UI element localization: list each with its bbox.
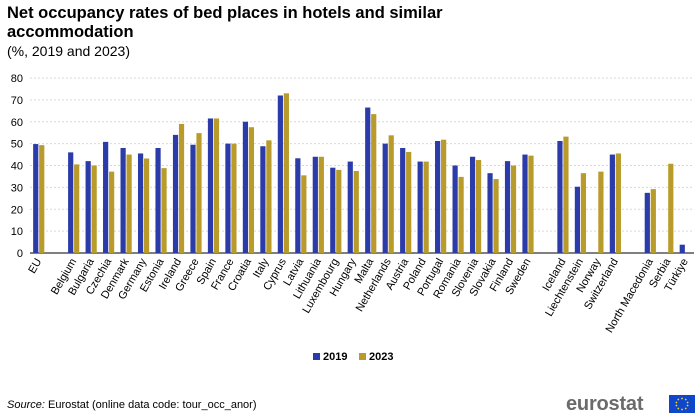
x-tick-label: EU — [26, 256, 44, 275]
bar-2019-sweden — [522, 154, 528, 253]
bar-2019-portugal — [435, 141, 441, 253]
bar-2023-spain — [213, 118, 220, 253]
y-tick-label: 50 — [11, 139, 23, 151]
bar-2023-finland — [510, 165, 517, 253]
bar-2019-france — [225, 143, 231, 253]
legend-swatch-2023 — [359, 353, 366, 360]
bar-2019-netherlands — [382, 143, 388, 253]
bar-2019-luxembourg — [330, 167, 336, 253]
bar-2023-netherlands — [388, 135, 394, 253]
bar-2023-denmark — [126, 154, 132, 253]
bar-2023-czechia — [109, 171, 115, 253]
bar-2023-poland — [423, 161, 429, 253]
bar-2019-estonia — [155, 148, 161, 253]
bar-2023-malta — [371, 114, 377, 253]
bar-2019-liechtenstein — [574, 186, 581, 253]
legend-label-2023: 2023 — [369, 351, 393, 363]
bar-2023-romania — [458, 176, 464, 253]
legend-swatch-2019 — [313, 353, 320, 360]
eu-flag-icon — [669, 395, 695, 413]
legend-label-2019: 2019 — [323, 351, 347, 363]
bar-2023-sweden — [528, 155, 534, 253]
bar-2023-lithuania — [318, 156, 324, 253]
bar-2019-greece — [190, 144, 196, 253]
bar-2019-t-rkiye — [679, 244, 685, 253]
bar-2023-greece — [196, 133, 202, 253]
chart-title: Net occupancy rates of bed places in hot… — [7, 4, 443, 41]
bar-2019-croatia — [242, 121, 249, 253]
bar-2023-cyprus — [283, 93, 289, 253]
bar-2023-eu — [39, 145, 45, 253]
bar-2019-germany — [137, 153, 144, 253]
bar-2019-romania — [452, 165, 458, 253]
bar-2019-italy — [260, 146, 266, 253]
bar-2019-latvia — [295, 158, 301, 253]
y-tick-label: 10 — [11, 226, 23, 238]
bar-2019-slovenia — [469, 156, 476, 253]
bar-2019-lithuania — [312, 156, 318, 253]
bar-2023-slovenia — [475, 160, 482, 253]
chart-subtitle: (%, 2019 and 2023) — [7, 43, 130, 59]
bar-2019-malta — [365, 107, 371, 253]
source-note: Source: Eurostat (online data code: tour… — [7, 399, 257, 411]
bar-2023-germany — [143, 158, 150, 253]
bar-2019-ireland — [172, 134, 179, 253]
bar-2019-iceland — [557, 141, 563, 253]
bar-2019-spain — [207, 118, 214, 253]
source-text: Eurostat (online data code: tour_occ_ano… — [47, 399, 257, 411]
y-tick-label: 60 — [11, 117, 23, 129]
bar-2019-eu — [33, 144, 39, 253]
bar-2019-czechia — [103, 141, 109, 253]
bar-2019-switzerland — [609, 154, 615, 253]
bar-2019-belgium — [68, 152, 74, 253]
bar-2023-ireland — [178, 123, 185, 253]
bar-2023-croatia — [248, 127, 255, 253]
bar-2023-latvia — [301, 175, 307, 253]
bar-2023-belgium — [74, 164, 80, 253]
bar-2023-france — [231, 143, 237, 253]
bar-2023-hungary — [353, 170, 359, 253]
bar-2019-hungary — [347, 161, 353, 253]
bar-2019-bulgaria — [85, 161, 91, 253]
bar-2023-portugal — [441, 139, 447, 253]
bar-2023-bulgaria — [91, 165, 97, 253]
bar-2019-cyprus — [277, 95, 283, 253]
eurostat-logo: eurostat — [566, 393, 696, 415]
bar-2023-norway — [598, 171, 604, 253]
bar-2023-estonia — [161, 168, 167, 253]
bar-2019-finland — [504, 161, 511, 253]
bar-2019-austria — [400, 148, 406, 253]
bar-2023-switzerland — [615, 153, 621, 253]
y-tick-label: 0 — [17, 248, 23, 260]
bar-2019-poland — [417, 161, 423, 253]
bar-2023-italy — [266, 140, 272, 253]
bar-2019-north-macedonia — [644, 192, 650, 253]
bar-2019-denmark — [120, 148, 126, 253]
y-tick-label: 70 — [11, 95, 23, 107]
bar-2019-slovakia — [487, 173, 493, 253]
bar-2023-austria — [406, 151, 412, 253]
source-label: Source: — [7, 399, 45, 411]
bar-2023-north-macedonia — [650, 189, 656, 253]
bar-2023-luxembourg — [336, 169, 342, 253]
bar-2023-iceland — [563, 136, 569, 253]
y-tick-label: 20 — [11, 204, 23, 216]
y-tick-label: 40 — [11, 161, 23, 173]
y-tick-label: 80 — [11, 73, 23, 85]
y-tick-label: 30 — [11, 182, 23, 194]
bar-2023-slovakia — [493, 179, 499, 253]
bar-2023-serbia — [668, 163, 674, 253]
bar-2023-liechtenstein — [580, 173, 587, 253]
eurostat-logo-text: eurostat — [566, 393, 644, 415]
